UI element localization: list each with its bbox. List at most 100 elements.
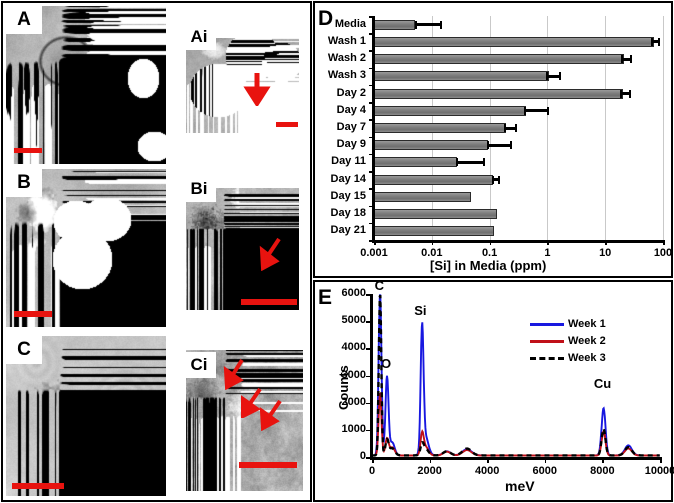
panel-d-error-cap (629, 55, 632, 64)
panel-e-y-tick-label: 0 (359, 450, 366, 462)
panel-d-error-bar (486, 143, 512, 147)
panel-e-label: E (318, 286, 333, 309)
panel-d-bar (374, 36, 655, 47)
panel-d-error-cap (619, 89, 622, 98)
panel-ci-arrow-2 (259, 399, 282, 431)
panel-e-x-tick-label: 4000 (474, 465, 500, 477)
panel-e-x-tick (429, 457, 432, 463)
panel-ai-scale-bar (276, 122, 298, 127)
panel-e-legend-swatch (530, 322, 564, 326)
panel-d-x-tick (489, 240, 492, 245)
panel-e-y-tick (366, 402, 372, 405)
panel-e-y-tick-label: 4000 (341, 341, 366, 354)
panel-e-x-tick-label: 0 (368, 465, 376, 477)
panel-d-gridline (663, 16, 664, 240)
panel-d-bar (374, 174, 494, 185)
panel-e-y-tick (366, 348, 372, 350)
panel-ci-arrow-3 (241, 387, 262, 418)
panel-d-error-cap (491, 175, 494, 184)
panel-d-x-tick-label: 100 (653, 247, 673, 259)
panel-d-bar (374, 209, 498, 220)
panel-d-y-tick (369, 119, 374, 121)
panel-d-error-cap (486, 141, 489, 150)
panel-e-series-2 (372, 391, 660, 457)
panel-e-legend-label: Week 1 (568, 318, 606, 330)
panel-d-error-bar (415, 23, 442, 27)
panel-d-error-bar (619, 92, 632, 96)
panel-ai-arrow-1 (243, 73, 271, 106)
panel-d-error-cap (509, 141, 512, 150)
panel-d-x-axis (372, 240, 664, 243)
panel-d-bar (374, 71, 549, 82)
panel-d-error-cap (621, 55, 624, 64)
panel-d-y-tick (369, 67, 374, 70)
panel-d-bar (374, 191, 471, 202)
panel-e-x-tick (372, 457, 374, 463)
panel-d-bar (374, 157, 457, 168)
panel-e-x-tick (544, 457, 547, 463)
panel-d-bar (374, 54, 624, 65)
panel-d-y-tick (369, 136, 374, 139)
panel-d-bar (374, 19, 416, 30)
panel-d-x-tick (663, 240, 665, 245)
panel-d-y-tick (369, 50, 374, 52)
panel-d-y-tick (369, 16, 374, 18)
panel-d-category-label: Day 18 (330, 207, 366, 220)
panel-e-x-tick-label: 8000 (590, 465, 615, 477)
panel-d-x-tick-label: 0.01 (421, 247, 443, 259)
panel-d-error-cap (415, 20, 418, 29)
panel-e-legend-swatch (530, 339, 564, 343)
panel-d-error-cap (629, 89, 632, 98)
panel-d-error-bar (491, 178, 500, 182)
panel-e-x-tick (602, 457, 604, 463)
panel-d-bar (374, 226, 495, 237)
panel-d-y-tick (369, 153, 374, 156)
panel-d-category-label: Day 7 (336, 121, 366, 133)
panel-d-bar (374, 88, 623, 99)
panel-e-legend-item: Week 2 (530, 335, 606, 347)
panel-e-x-tick-label: 2000 (417, 465, 442, 477)
panel-d-error-bar (651, 40, 661, 44)
panel-e-x-tick (660, 457, 662, 463)
panel-d-error-cap (482, 158, 485, 167)
panel-e-y-tick-label: 3000 (341, 368, 366, 381)
panel-d-category-label: Day 9 (336, 138, 366, 151)
panel-e-peak-label-cu: Cu (593, 375, 612, 391)
panel-e-y-tick (366, 375, 372, 377)
panel-d-bar (374, 140, 489, 151)
panel-d-category-label: Day 15 (330, 189, 366, 202)
panel-d-bar (374, 123, 506, 133)
panel-d-category-label: Day 21 (330, 224, 366, 237)
panel-d-label: D (318, 7, 334, 30)
panel-d-y-tick (369, 205, 374, 208)
panel-e-y-tick (366, 294, 372, 296)
panel-bi-scale-bar (241, 299, 297, 305)
panel-c-scale-bar (12, 483, 64, 489)
panel-d-category-label: Day 11 (331, 155, 366, 168)
panel-d-y-tick (369, 102, 374, 104)
panel-ci-scale-bar (239, 462, 297, 468)
panel-d-error-cap (546, 72, 549, 81)
panel-e-x-tick (487, 457, 489, 463)
panel-d-gridline (547, 16, 549, 240)
panel-d-y-tick (369, 188, 374, 190)
panel-d-error-bar (621, 57, 632, 61)
panel-e-x-axis (370, 457, 662, 460)
panel-d-y-tick (369, 240, 374, 242)
panel-e-y-tick-label: 6000 (341, 287, 366, 299)
panel-d-x-axis-title: [Si] in Media (ppm) (430, 258, 547, 273)
panel-d-error-cap (515, 124, 518, 132)
panel-b-scale-bar (14, 311, 52, 317)
panel-d-error-bar (546, 74, 561, 78)
panel-d-y-tick (369, 171, 374, 173)
panel-e-series-1 (372, 294, 660, 457)
panel-d-bar (374, 105, 526, 116)
panel-d-category-label: Wash 2 (327, 52, 366, 65)
panel-d-category-label: Day 2 (336, 86, 366, 99)
panel-e-y-axis-title: Counts (336, 365, 351, 410)
panel-d-gridline (605, 16, 607, 240)
panel-bi-micrograph (186, 188, 299, 310)
panel-d-error-bar (455, 160, 485, 164)
panel-e-x-tick-label: 6000 (532, 465, 558, 477)
